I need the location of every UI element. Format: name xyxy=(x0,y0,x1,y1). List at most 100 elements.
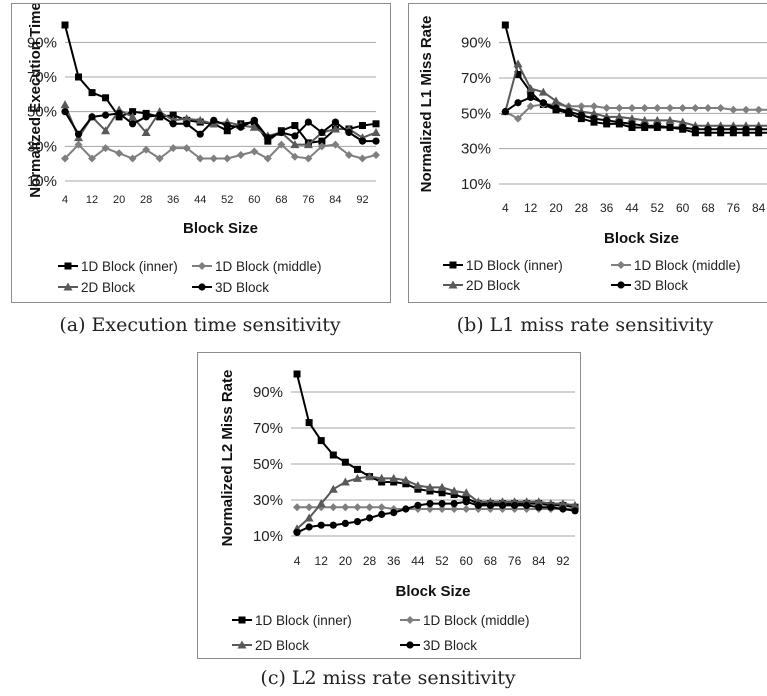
x-tick-label: 28 xyxy=(363,554,377,568)
data-point xyxy=(570,500,580,509)
data-point xyxy=(426,500,434,508)
data-point xyxy=(716,104,725,113)
data-point xyxy=(237,123,245,131)
legend-label: 3D Block xyxy=(215,280,269,295)
legend-marker xyxy=(198,262,206,270)
data-point xyxy=(486,501,495,509)
data-point xyxy=(182,144,191,153)
data-point xyxy=(352,473,362,482)
legend-label: 2D Block xyxy=(255,638,309,653)
x-tick-label: 20 xyxy=(113,194,125,206)
data-point xyxy=(75,73,83,81)
data-point xyxy=(61,21,69,29)
data-point xyxy=(462,498,470,506)
x-tick-label: 44 xyxy=(194,194,206,206)
data-point xyxy=(331,118,340,126)
data-point xyxy=(169,144,178,153)
data-point xyxy=(293,370,301,378)
data-point xyxy=(523,501,531,509)
data-point xyxy=(353,465,361,473)
data-point xyxy=(365,514,374,522)
data-point xyxy=(372,151,380,159)
data-point xyxy=(377,473,387,482)
data-point xyxy=(691,125,699,133)
data-point xyxy=(329,503,338,512)
data-point xyxy=(438,500,446,508)
data-point xyxy=(551,96,561,105)
x-tick-label: 60 xyxy=(248,194,260,206)
data-point xyxy=(514,99,522,107)
data-point xyxy=(742,105,750,114)
data-point xyxy=(666,123,674,132)
data-point xyxy=(358,154,367,163)
data-point xyxy=(628,104,636,113)
x-tick-label: 44 xyxy=(625,201,639,215)
series-line-0 xyxy=(504,24,767,134)
data-point xyxy=(526,84,536,93)
legend-label: 1D Block (middle) xyxy=(423,613,530,628)
data-point xyxy=(371,127,381,136)
legend-label: 3D Block xyxy=(423,638,477,653)
x-tick-label: 20 xyxy=(339,554,353,568)
plot-area xyxy=(500,21,767,137)
data-point xyxy=(341,503,350,512)
x-tick-label: 12 xyxy=(315,554,329,568)
data-point xyxy=(290,152,299,161)
data-point xyxy=(641,122,649,130)
data-point xyxy=(263,154,272,163)
data-point xyxy=(142,145,151,154)
y-tick-label: 90% xyxy=(253,384,283,401)
x-axis-title: Block Size xyxy=(183,220,258,237)
chart-a-svg: 10% 30% 50% 70% 90% 4 12 20 28 36 44 52 60 68 76 84 92 Bl… xyxy=(27,2,381,295)
data-point xyxy=(628,120,636,128)
data-point xyxy=(527,93,535,102)
data-point xyxy=(402,505,410,513)
data-point xyxy=(378,510,386,518)
data-point xyxy=(317,437,325,445)
data-point xyxy=(365,472,375,481)
data-point xyxy=(209,154,218,163)
x-tick-label: 76 xyxy=(302,194,314,206)
data-point xyxy=(340,477,350,486)
x-tick-label: 76 xyxy=(727,201,741,215)
data-point xyxy=(754,105,763,114)
x-tick-label: 36 xyxy=(600,201,614,215)
data-point xyxy=(293,528,301,536)
data-point xyxy=(558,499,568,508)
data-point xyxy=(526,102,535,111)
data-point xyxy=(389,473,399,482)
x-tick-label: 52 xyxy=(651,201,665,215)
legend-label: 1D Block (inner) xyxy=(81,259,178,274)
data-point xyxy=(438,489,446,497)
data-point xyxy=(60,100,70,109)
legend-marker xyxy=(237,640,247,649)
data-point xyxy=(704,125,712,133)
data-point xyxy=(61,154,69,163)
y-tick-label: 50% xyxy=(461,105,491,122)
data-point xyxy=(590,115,598,123)
y-tick-label: 30% xyxy=(253,492,283,509)
data-point xyxy=(182,114,192,123)
data-point xyxy=(358,137,367,145)
y-tick-label: 10% xyxy=(461,176,491,193)
x-tick-label: 52 xyxy=(221,194,233,206)
data-point xyxy=(461,488,471,497)
data-point xyxy=(653,122,661,130)
y-axis-title: Normalized L1 Miss Rate xyxy=(418,16,435,193)
data-point xyxy=(293,503,302,512)
data-point xyxy=(115,149,124,158)
plot-area xyxy=(60,21,381,163)
data-point xyxy=(328,484,338,493)
legend-marker xyxy=(63,282,73,291)
data-point xyxy=(365,503,374,512)
data-point xyxy=(223,154,232,163)
data-point xyxy=(577,102,586,111)
x-tick-label: 4 xyxy=(502,201,509,215)
y-tick-label: 30% xyxy=(461,141,491,158)
data-point xyxy=(142,113,150,121)
x-axis-title: Block Size xyxy=(604,230,679,247)
data-point xyxy=(559,505,567,513)
data-point xyxy=(438,505,447,513)
chart-b-svg: 10%30%50%70%90%41220283644526068768492Bl… xyxy=(418,16,767,293)
series-line-2 xyxy=(64,104,377,146)
